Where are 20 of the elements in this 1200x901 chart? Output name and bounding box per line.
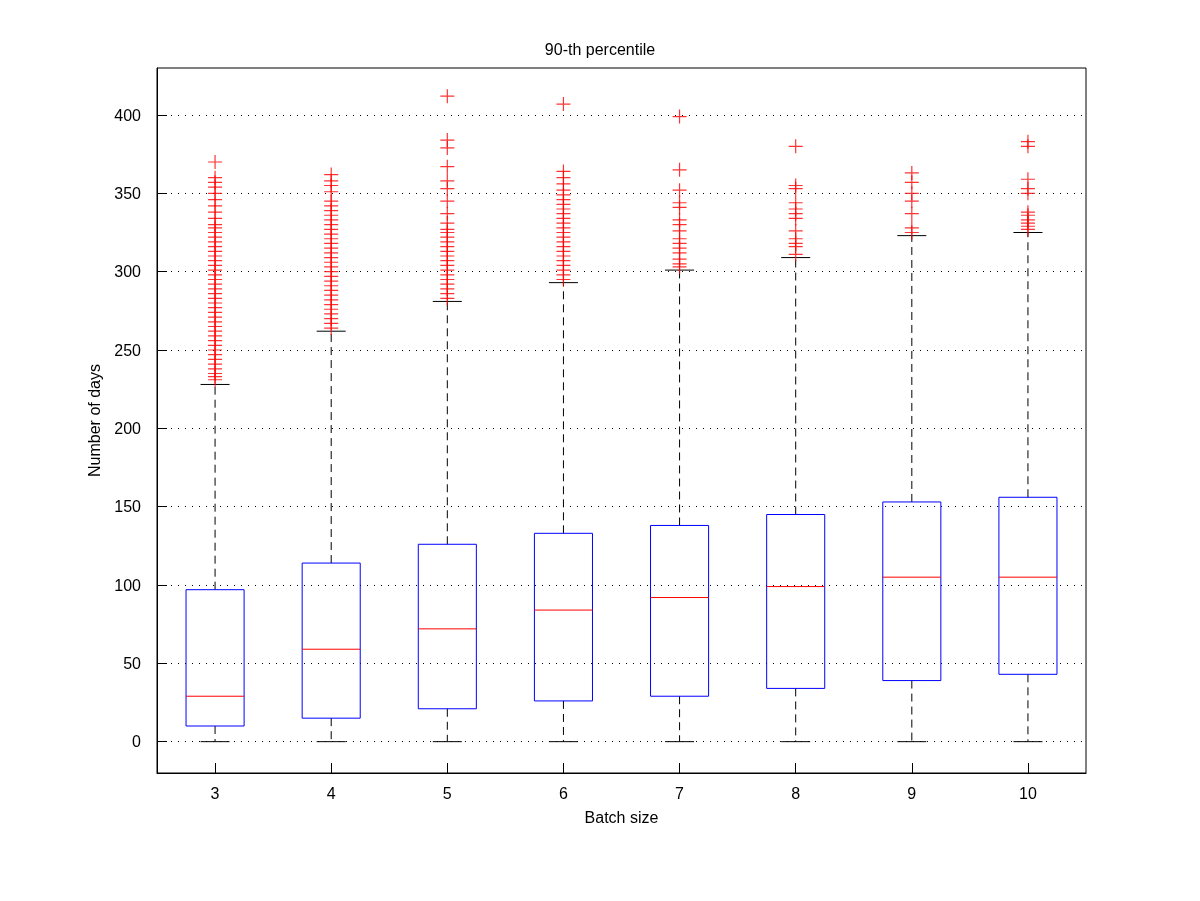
x-tick-label: 3 bbox=[210, 784, 220, 802]
x-tick-label: 6 bbox=[558, 784, 568, 802]
x-tick-label: 4 bbox=[326, 784, 336, 802]
y-tick-label: 250 bbox=[114, 341, 142, 359]
chart-title: 90-th percentile bbox=[544, 40, 656, 58]
y-tick-label: 200 bbox=[114, 419, 142, 437]
x-tick-label: 7 bbox=[675, 784, 685, 802]
y-tick-label: 0 bbox=[132, 733, 142, 751]
y-tick-label: 150 bbox=[114, 498, 142, 516]
x-tick-label: 9 bbox=[907, 784, 917, 802]
y-tick-label: 400 bbox=[114, 106, 142, 124]
y-tick-label: 350 bbox=[114, 184, 142, 202]
x-tick-label: 10 bbox=[1019, 784, 1037, 802]
x-tick-label: 8 bbox=[791, 784, 801, 802]
x-tick-label: 5 bbox=[442, 784, 452, 802]
y-tick-label: 50 bbox=[123, 654, 142, 672]
y-tick-label: 100 bbox=[114, 576, 142, 594]
y-axis-title: Number of days bbox=[85, 364, 103, 477]
x-axis-title: Batch size bbox=[584, 808, 659, 826]
y-tick-label: 300 bbox=[114, 263, 142, 281]
